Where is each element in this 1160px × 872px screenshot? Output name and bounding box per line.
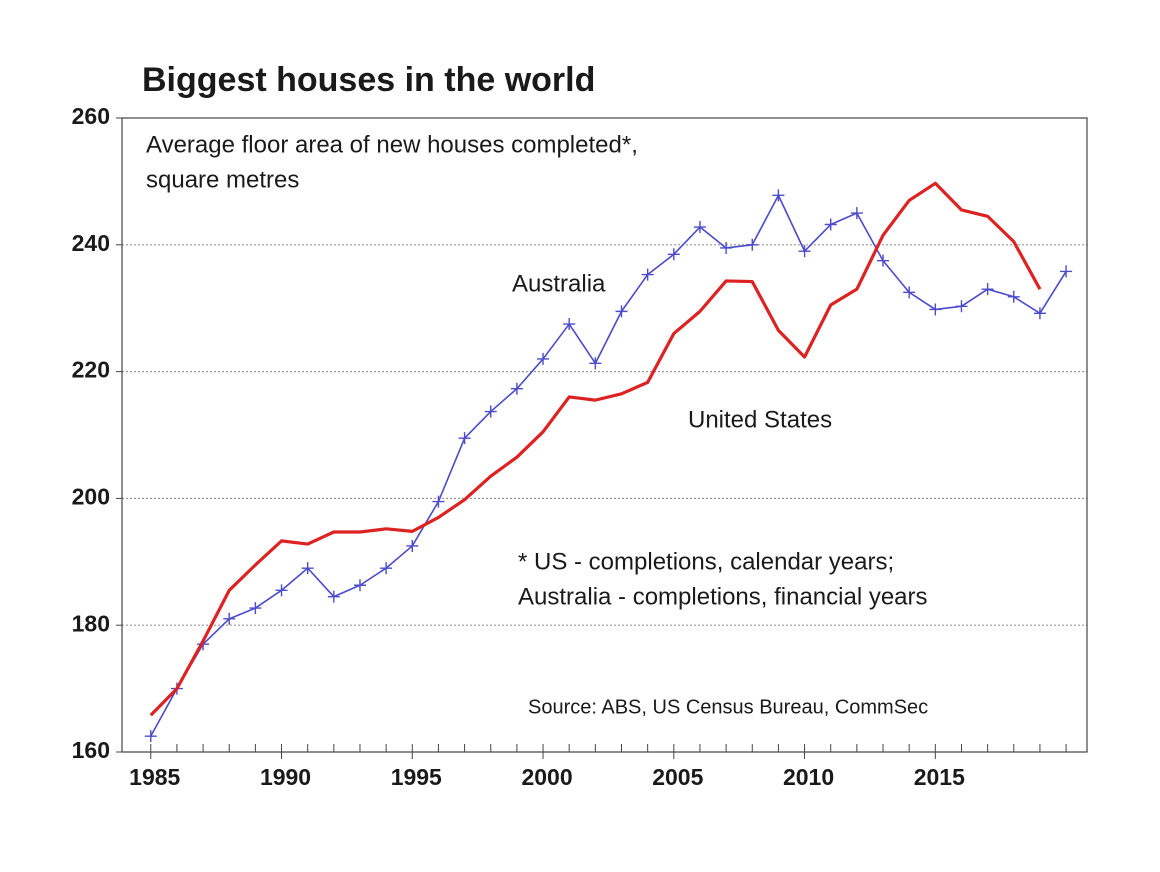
source: Source: ABS, US Census Bureau, CommSec: [528, 696, 928, 718]
marker: [929, 303, 942, 316]
annotation: * US - completions, calendar years;: [518, 548, 894, 575]
marker: [589, 357, 602, 370]
marker: [275, 584, 288, 597]
marker: [537, 352, 550, 365]
marker: [720, 241, 733, 254]
chart-title: Biggest houses in the world: [142, 61, 595, 99]
annotation: Australia: [512, 270, 606, 297]
marker: [641, 268, 654, 281]
marker: [144, 730, 157, 743]
x-tick-label: 1995: [391, 764, 442, 790]
marker: [406, 539, 419, 552]
marker: [903, 286, 916, 299]
annotation: Australia - completions, financial years: [518, 583, 928, 610]
subtitle: square metres: [146, 166, 299, 193]
marker: [563, 318, 576, 331]
marker: [301, 562, 314, 575]
marker: [693, 221, 706, 234]
x-tick-label: 1985: [129, 764, 180, 790]
x-tick-label: 2005: [652, 764, 703, 790]
x-tick-label: 2015: [914, 764, 965, 790]
y-tick-label: 220: [72, 357, 110, 383]
marker: [380, 562, 393, 575]
y-tick-label: 180: [72, 610, 110, 636]
marker: [955, 300, 968, 313]
marker: [981, 283, 994, 296]
marker: [353, 579, 366, 592]
annotation: United States: [688, 406, 832, 433]
plot-frame: [121, 117, 1088, 753]
marker: [877, 254, 890, 267]
x-tick-label: 2000: [521, 764, 572, 790]
marker: [798, 245, 811, 258]
marker: [510, 382, 523, 395]
marker: [432, 495, 445, 508]
series-line: [150, 194, 1067, 737]
marker: [850, 207, 863, 220]
y-tick-label: 200: [72, 483, 110, 509]
marker: [772, 189, 785, 202]
marker: [746, 238, 759, 251]
y-tick-label: 160: [72, 737, 110, 763]
marker: [824, 218, 837, 231]
marker: [615, 305, 628, 318]
marker: [458, 432, 471, 445]
series-line: [149, 181, 1042, 717]
y-tick-label: 260: [72, 103, 110, 129]
marker: [667, 248, 680, 261]
subtitle: Average floor area of new houses complet…: [146, 131, 638, 158]
marker: [1007, 290, 1020, 303]
x-tick-label: 1990: [260, 764, 311, 790]
marker: [484, 405, 497, 418]
marker: [249, 602, 262, 615]
x-tick-label: 2010: [783, 764, 834, 790]
marker: [1033, 307, 1046, 320]
marker: [223, 612, 236, 625]
y-tick-label: 240: [72, 230, 110, 256]
marker: [327, 590, 340, 603]
marker: [1060, 265, 1073, 278]
